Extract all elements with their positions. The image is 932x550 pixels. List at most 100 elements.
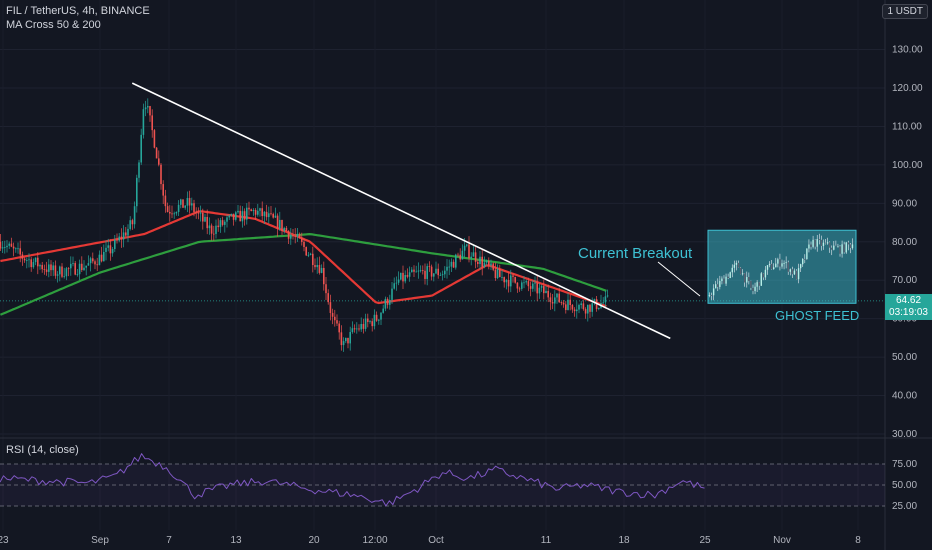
candle-body bbox=[224, 221, 226, 225]
current-price: 64.62 bbox=[895, 295, 922, 306]
annotations: Current Breakout GHOST FEED bbox=[578, 245, 859, 323]
ghost-candle bbox=[746, 277, 748, 283]
candle-body bbox=[461, 250, 464, 260]
candle-body bbox=[213, 233, 215, 235]
ghost-candle bbox=[849, 244, 852, 248]
candle-body bbox=[402, 272, 404, 282]
time-tick-label: 7 bbox=[166, 535, 172, 546]
candle-body bbox=[34, 257, 37, 263]
ghost-candle bbox=[816, 239, 818, 247]
candle-body bbox=[12, 246, 15, 249]
candle-body bbox=[510, 275, 512, 287]
candle-body bbox=[428, 266, 431, 267]
candle-body bbox=[424, 270, 426, 279]
candle-body bbox=[103, 251, 105, 262]
candle-body bbox=[538, 287, 541, 294]
candle-body bbox=[307, 254, 310, 256]
candle-body bbox=[26, 260, 28, 261]
candle-body bbox=[457, 254, 459, 256]
candle-body bbox=[193, 203, 195, 213]
candle-body bbox=[263, 211, 266, 217]
candle-body bbox=[59, 266, 61, 275]
ghost-candle bbox=[756, 282, 758, 287]
candle-body bbox=[111, 248, 114, 254]
candle-body bbox=[23, 258, 26, 261]
candle-body bbox=[140, 134, 142, 163]
candle-body bbox=[419, 270, 422, 272]
candle-body bbox=[32, 262, 35, 268]
ghost-candle bbox=[739, 267, 742, 275]
price-tick-label: 100.00 bbox=[892, 160, 923, 171]
candle-body bbox=[545, 290, 547, 294]
candle-body bbox=[367, 318, 369, 322]
candle-body bbox=[188, 198, 191, 206]
candle-body bbox=[195, 212, 197, 213]
candle-body bbox=[173, 213, 175, 215]
candle-body bbox=[338, 323, 340, 333]
candle-body bbox=[259, 208, 261, 211]
ghost-candle bbox=[833, 245, 835, 250]
candle-body bbox=[39, 265, 41, 267]
candle-body bbox=[406, 274, 409, 277]
ghost-candle bbox=[847, 242, 850, 245]
candle-body bbox=[527, 281, 530, 287]
candle-body bbox=[340, 332, 343, 346]
candle-body bbox=[160, 164, 162, 185]
ghost-candle bbox=[748, 277, 750, 282]
candle-body bbox=[479, 256, 481, 265]
time-tick-label: Oct bbox=[428, 535, 444, 546]
candle-body bbox=[175, 211, 178, 214]
ghost-candle bbox=[785, 262, 787, 264]
candle-body bbox=[131, 220, 134, 225]
candle-body bbox=[499, 269, 501, 278]
ma200-line bbox=[0, 233, 607, 316]
candle-body bbox=[345, 337, 347, 342]
ghost-candle bbox=[729, 272, 731, 279]
candle-body bbox=[393, 283, 395, 289]
candle-body bbox=[356, 328, 358, 330]
ghost-candle bbox=[783, 262, 785, 264]
candle-body bbox=[10, 243, 13, 247]
current-price-tag: 64.62 03:19:03 bbox=[885, 294, 932, 320]
price-tick-label: 40.00 bbox=[892, 391, 917, 402]
candle-body bbox=[129, 220, 131, 229]
candle-body bbox=[503, 277, 505, 283]
candle-body bbox=[226, 217, 228, 222]
time-tick-label: 12:00 bbox=[362, 535, 387, 546]
candle-body bbox=[158, 158, 160, 165]
currency-unit-button[interactable]: 1 USDT bbox=[882, 4, 928, 19]
symbol-legend[interactable]: FIL / TetherUS, 4h, BINANCE bbox=[6, 5, 150, 17]
candle-body bbox=[331, 312, 334, 317]
candle-body bbox=[604, 296, 607, 303]
candle-body bbox=[397, 279, 400, 283]
rsi-line bbox=[0, 453, 705, 507]
rsi-tick-label: 50.00 bbox=[892, 480, 917, 491]
ghost-candle bbox=[710, 295, 713, 296]
candle-body bbox=[41, 265, 43, 270]
candle-body bbox=[257, 210, 259, 215]
candle-body bbox=[521, 282, 523, 289]
candle-body bbox=[92, 258, 94, 262]
candle-body bbox=[358, 328, 360, 330]
candle-body bbox=[556, 293, 558, 298]
candle-body bbox=[477, 261, 479, 265]
rsi-legend[interactable]: RSI (14, close) bbox=[6, 444, 79, 456]
indicator-legend[interactable]: MA Cross 50 & 200 bbox=[6, 19, 101, 31]
candle-body bbox=[576, 309, 578, 312]
candle-body bbox=[408, 272, 411, 277]
time-tick-label: 18 bbox=[618, 535, 630, 546]
candle-body bbox=[505, 280, 508, 283]
candle-body bbox=[490, 263, 492, 266]
ghost-candle bbox=[768, 263, 771, 266]
candle-body bbox=[184, 205, 186, 208]
candle-body bbox=[547, 290, 549, 298]
ghost-candle bbox=[775, 263, 777, 268]
candle-body bbox=[303, 241, 305, 248]
time-axis: 23 Sep 7 13 20 12:00 Oct 11 18 25 Nov 8 bbox=[0, 535, 861, 546]
candle-body bbox=[232, 213, 235, 220]
candle-body bbox=[305, 247, 307, 256]
candle-body bbox=[593, 299, 596, 304]
candle-body bbox=[83, 267, 85, 271]
ghost-candle bbox=[731, 267, 733, 273]
